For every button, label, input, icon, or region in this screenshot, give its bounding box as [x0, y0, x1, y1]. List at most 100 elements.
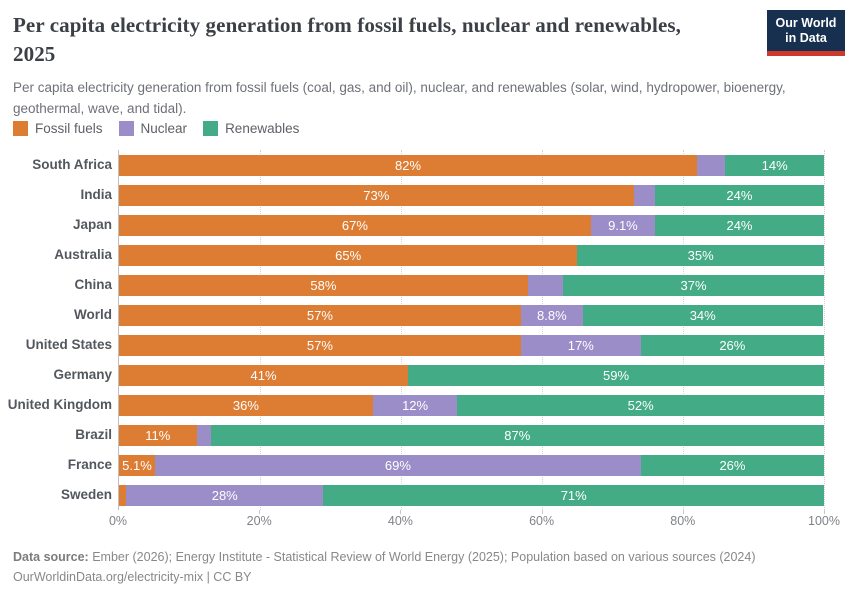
bar-segment-renewables[interactable]: 35%	[577, 244, 824, 266]
bar-value-label: 36%	[232, 397, 259, 413]
gridline-60	[542, 150, 543, 510]
legend-item-fossil-fuels[interactable]: Fossil fuels	[13, 121, 103, 136]
bar-value-label: 11%	[145, 427, 171, 443]
bar-segment-renewables[interactable]: 26%	[640, 454, 824, 476]
bar-value-label: 28%	[211, 487, 238, 503]
tick-mark-40	[400, 510, 402, 514]
bar-value-label: 9.1%	[608, 217, 638, 233]
bar-segment-renewables[interactable]: 26%	[640, 334, 824, 356]
legend-label: Fossil fuels	[35, 121, 103, 136]
bar-segment-nuclear[interactable]: 17%	[520, 334, 641, 356]
bar-value-label: 24%	[726, 187, 753, 203]
bar-segment-renewables[interactable]: 24%	[654, 184, 824, 206]
x-tick-label: 0%	[108, 514, 128, 528]
bar-segment-renewables[interactable]: 24%	[654, 214, 824, 236]
gridline-100	[824, 150, 825, 510]
category-label: Sweden	[60, 487, 112, 502]
bar-segment-fossil-fuels[interactable]: 5.1%	[119, 454, 155, 476]
bar-segment-fossil-fuels[interactable]: 73%	[119, 184, 634, 206]
stacked-bar: 41% 59%	[119, 364, 824, 386]
bar-segment-nuclear[interactable]	[633, 184, 655, 206]
category-label: France	[67, 457, 112, 472]
bar-segment-renewables[interactable]: 87%	[210, 424, 824, 446]
bar-segment-fossil-fuels[interactable]: 67%	[119, 214, 591, 236]
chart-rows: 82% 14% 73% 24% 67% 9.1% 24% 65% 35% 58% 37% 57% 8.8…	[119, 150, 824, 510]
stacked-bar: 11% 87%	[119, 424, 824, 446]
chart-title: Per capita electricity generation from f…	[13, 13, 682, 66]
stacked-bar: 5.1% 69% 26%	[119, 454, 824, 476]
bar-segment-renewables[interactable]: 14%	[725, 154, 824, 176]
bar-value-label: 35%	[687, 247, 714, 263]
stacked-bar: 58% 37%	[119, 274, 824, 296]
bar-segment-renewables[interactable]: 59%	[408, 364, 824, 386]
category-label: Australia	[54, 247, 112, 262]
bar-value-label: 67%	[341, 217, 368, 233]
legend-swatch-icon	[203, 121, 219, 136]
legend-label: Nuclear	[140, 121, 188, 136]
bar-segment-nuclear[interactable]: 8.8%	[520, 304, 583, 326]
chart-row: 36% 12% 52%	[119, 390, 824, 420]
bar-segment-fossil-fuels[interactable]: 57%	[119, 304, 521, 326]
bar-segment-renewables[interactable]: 52%	[457, 394, 824, 416]
category-label: Japan	[72, 217, 112, 232]
bar-value-label: 71%	[560, 487, 587, 503]
bar-value-label: 57%	[306, 337, 333, 353]
bar-value-label: 41%	[250, 367, 277, 383]
bar-segment-nuclear[interactable]: 28%	[126, 484, 324, 506]
category-label: United States	[25, 337, 112, 352]
stacked-bar: 36% 12% 52%	[119, 394, 824, 416]
bar-segment-fossil-fuels[interactable]: 41%	[119, 364, 409, 386]
tick-mark-100	[824, 510, 825, 514]
chart-row: 67% 9.1% 24%	[119, 210, 824, 240]
bar-segment-fossil-fuels[interactable]: 65%	[119, 244, 578, 266]
gridline-80	[683, 150, 684, 510]
stacked-bar: 57% 8.8% 34%	[119, 304, 824, 326]
stacked-bar: 57% 17% 26%	[119, 334, 824, 356]
tick-mark-80	[682, 510, 684, 514]
footer-url[interactable]: OurWorldinData.org/electricity-mix | CC …	[13, 570, 252, 584]
category-label: China	[74, 277, 112, 292]
x-axis-ticks: 0% 20% 40% 60% 80% 100%	[109, 510, 840, 532]
chart-row: 57% 17% 26%	[119, 330, 824, 360]
footer-source-label: Data source:	[13, 550, 89, 564]
owid-logo-line2: in Data	[785, 31, 827, 45]
footer-source-text: Ember (2026); Energy Institute - Statist…	[88, 550, 756, 564]
x-tick-label: 20%	[246, 514, 272, 528]
stacked-bar: 82% 14%	[119, 154, 824, 176]
bar-segment-nuclear[interactable]	[697, 154, 726, 176]
stacked-bar: 73% 24%	[119, 184, 824, 206]
bar-value-label: 73%	[363, 187, 390, 203]
bar-segment-nuclear[interactable]: 69%	[154, 454, 641, 476]
bar-value-label: 5.1%	[122, 457, 152, 473]
bar-segment-fossil-fuels[interactable]: 58%	[119, 274, 528, 296]
gridline-40	[401, 150, 402, 510]
bar-segment-nuclear[interactable]: 12%	[372, 394, 458, 416]
bar-value-label: 59%	[603, 367, 630, 383]
owid-logo[interactable]: Our World in Data	[767, 10, 845, 56]
category-label: India	[80, 187, 112, 202]
bar-segment-renewables[interactable]: 37%	[563, 274, 824, 296]
x-tick-label: 60%	[529, 514, 555, 528]
bar-segment-nuclear[interactable]	[196, 424, 211, 446]
legend-item-renewables[interactable]: Renewables	[203, 121, 299, 136]
legend-swatch-icon	[118, 121, 134, 136]
bar-segment-fossil-fuels[interactable]: 82%	[119, 154, 698, 176]
bar-segment-nuclear[interactable]	[527, 274, 564, 296]
tick-mark-20	[259, 510, 261, 514]
bar-segment-fossil-fuels[interactable]: 57%	[119, 334, 521, 356]
owid-logo-line1: Our World	[775, 16, 837, 30]
legend: Fossil fuels Nuclear Renewables	[13, 121, 299, 136]
footer: Data source: Ember (2026); Energy Instit…	[13, 547, 756, 587]
legend-item-nuclear[interactable]: Nuclear	[118, 121, 188, 136]
x-tick-label: 100%	[808, 514, 840, 528]
bar-value-label: 26%	[719, 457, 746, 473]
bar-segment-fossil-fuels[interactable]	[119, 484, 127, 506]
bar-segment-fossil-fuels[interactable]: 11%	[119, 424, 197, 446]
bar-segment-nuclear[interactable]: 9.1%	[590, 214, 655, 236]
bar-segment-renewables[interactable]: 71%	[323, 484, 824, 506]
bar-segment-renewables[interactable]: 34%	[582, 304, 823, 326]
bar-segment-fossil-fuels[interactable]: 36%	[119, 394, 373, 416]
category-label: United Kingdom	[7, 397, 112, 412]
stacked-bar: 65% 35%	[119, 244, 824, 266]
